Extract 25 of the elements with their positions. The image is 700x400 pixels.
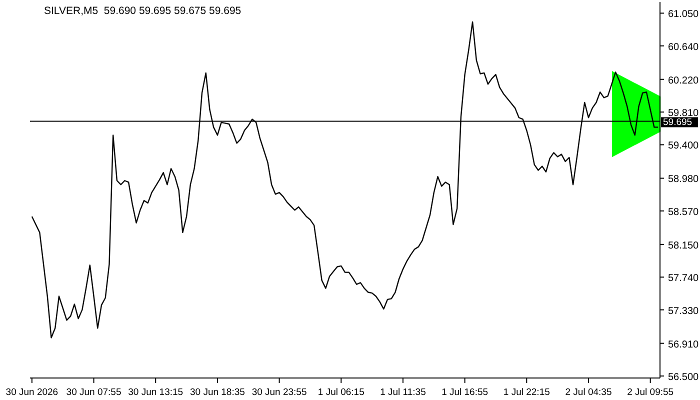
ref-line-label: 59.695: [663, 117, 692, 128]
x-tick-label: 30 Jun 13:15: [128, 387, 184, 398]
x-tick-label: 2 Jul 04:35: [565, 387, 612, 398]
x-tick-label: 30 Jun 23:55: [252, 387, 307, 398]
y-tick-label: 56.500: [668, 372, 700, 384]
x-tick-label: 1 Jul 22:15: [503, 387, 550, 398]
chart-title: SILVER,M5 59.690 59.695 59.675 59.695: [44, 5, 242, 17]
x-tick-label: 1 Jul 06:15: [318, 387, 364, 398]
x-tick-label: 1 Jul 16:55: [442, 387, 488, 398]
y-tick-label: 58.570: [668, 206, 700, 218]
y-tick-label: 58.980: [668, 174, 700, 186]
y-tick-label: 59.810: [668, 108, 700, 120]
y-tick-label: 61.050: [668, 9, 700, 20]
y-tick-label: 60.220: [668, 75, 700, 86]
y-tick-label: 58.150: [668, 240, 700, 252]
y-tick-label: 59.400: [668, 140, 700, 152]
y-tick-label: 56.910: [668, 339, 700, 350]
x-tick-label: 1 Jul 11:35: [380, 387, 426, 398]
y-tick-label: 57.330: [668, 306, 700, 317]
y-tick-label: 60.640: [668, 42, 700, 53]
x-tick-label: 30 Jun 18:35: [190, 387, 245, 398]
x-tick-label: 30 Jun 2026: [6, 387, 58, 398]
x-tick-label: 30 Jun 07:55: [66, 387, 122, 398]
y-tick-label: 57.740: [668, 273, 700, 284]
x-tick-label: 2 Jul 09:55: [627, 387, 674, 398]
